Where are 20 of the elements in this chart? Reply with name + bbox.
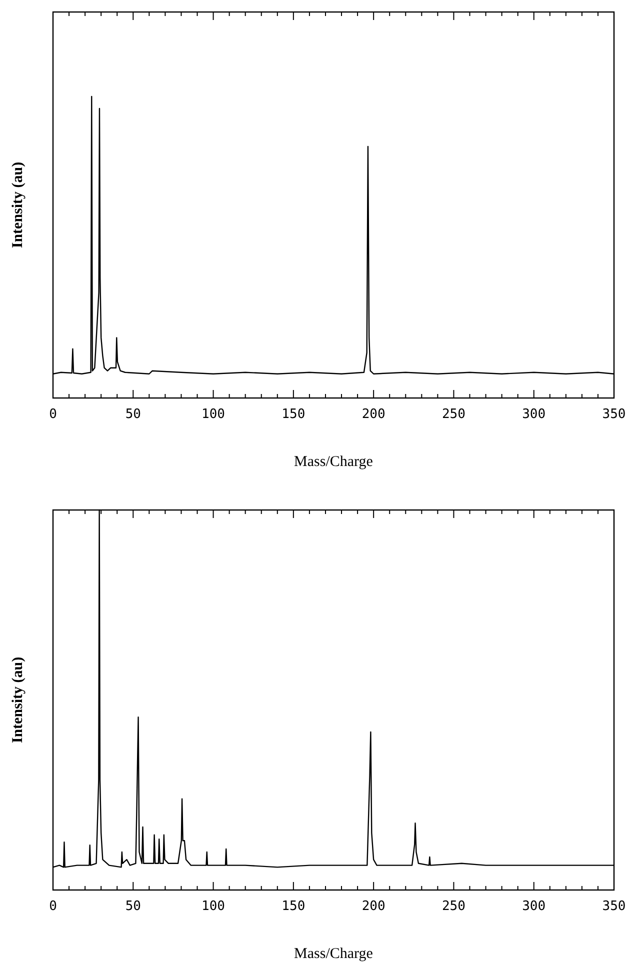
x-tick-label: 0 xyxy=(49,407,57,422)
x-tick-label: 150 xyxy=(282,899,306,914)
x-axis-title: Mass/Charge xyxy=(294,454,374,470)
x-tick-label: 200 xyxy=(362,407,386,422)
x-axis-title: Mass/Charge xyxy=(294,946,374,962)
x-tick-label: 50 xyxy=(125,407,141,422)
x-tick-label: 250 xyxy=(442,899,466,914)
x-tick-label: 300 xyxy=(522,899,546,914)
x-tick-label: 0 xyxy=(49,899,57,914)
x-tick-label: 50 xyxy=(125,899,141,914)
x-tick-label: 100 xyxy=(202,899,226,914)
x-tick-label: 300 xyxy=(522,407,546,422)
x-tick-label: 250 xyxy=(442,407,466,422)
y-axis-title: Intensity (au) xyxy=(10,656,26,744)
y-axis-title: Intensity (au) xyxy=(10,162,26,248)
x-tick-label: 350 xyxy=(602,407,626,422)
x-tick-label: 150 xyxy=(282,407,306,422)
x-tick-label: 100 xyxy=(202,407,226,422)
x-tick-label: 350 xyxy=(602,899,626,914)
x-tick-label: 200 xyxy=(362,899,386,914)
